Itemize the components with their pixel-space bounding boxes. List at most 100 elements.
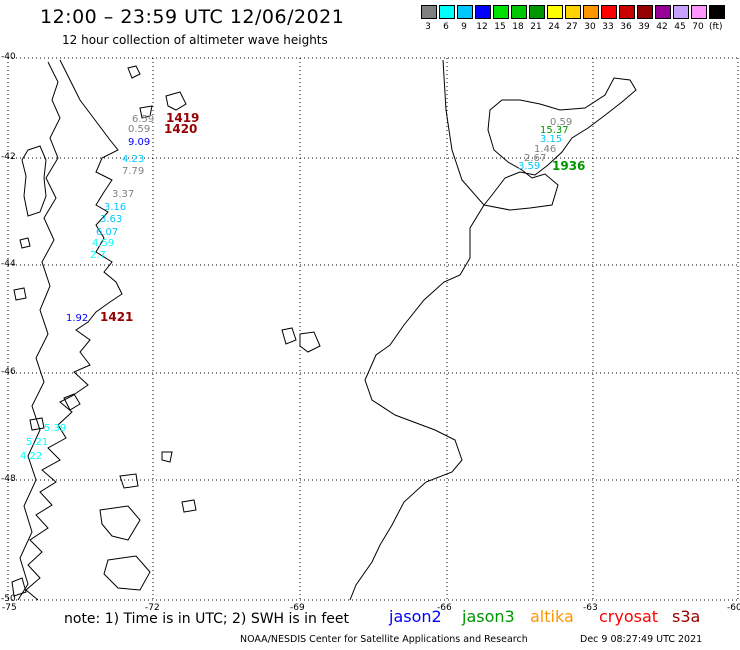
colorbar-swatch	[529, 5, 545, 19]
colorbar-label: 33	[602, 22, 614, 32]
colorbar-label: 6	[443, 22, 449, 32]
graticule	[7, 57, 739, 601]
valdes-peninsula	[483, 77, 637, 211]
wave-height-label: 3.59	[518, 161, 540, 172]
colorbar-swatch	[655, 5, 671, 19]
colorbar-swatch	[547, 5, 563, 19]
wave-height-label: 3.15	[540, 134, 562, 145]
colorbar-label: 15	[494, 22, 506, 32]
colorbar-swatch	[691, 5, 707, 19]
wave-height-label: 3.63	[100, 214, 122, 225]
colorbar-unit: (ft)	[709, 22, 723, 32]
wave-height-label: 2.7	[90, 250, 106, 261]
colorbar-label: 70	[692, 22, 704, 32]
chiloe-island	[21, 145, 47, 217]
colorbar-label: 27	[566, 22, 578, 32]
colorbar-swatch	[601, 5, 617, 19]
wave-height-label: 2.67	[524, 153, 546, 164]
island	[299, 331, 321, 353]
island	[19, 237, 31, 249]
pass-time-label: 1419	[166, 111, 199, 125]
wave-height-label: 1.92	[66, 313, 88, 324]
colorbar-swatch	[457, 5, 473, 19]
colorbar-swatch	[493, 5, 509, 19]
longitude-tick-label: -63	[583, 603, 598, 613]
colorbar-swatch	[511, 5, 527, 19]
inner-channel-coast	[17, 61, 61, 601]
wave-height-label: 1.46	[534, 144, 556, 155]
wave-height-label: 6.59	[132, 114, 154, 125]
colorbar-swatch	[439, 5, 455, 19]
satellite-name-s3a: s3a	[672, 607, 701, 626]
colorbar-label: 24	[548, 22, 560, 32]
colorbar-swatch	[583, 5, 599, 19]
wave-height-label: 3.16	[104, 202, 126, 213]
wave-height-label: 7.79	[122, 166, 144, 177]
wave-height-label: 5.21	[26, 437, 48, 448]
chile-coastline	[25, 59, 123, 601]
island	[103, 555, 151, 591]
satellite-name-cryosat: cryosat	[599, 607, 659, 626]
island	[281, 327, 297, 345]
footer-note: note: 1) Time is in UTC; 2) SWH is in fe…	[64, 611, 350, 627]
latitude-tick-label: -42	[1, 152, 16, 162]
island	[63, 393, 81, 411]
island	[119, 473, 139, 489]
wave-height-label: 6.07	[96, 227, 118, 238]
colorbar-label: 3	[425, 22, 431, 32]
latitude-tick-label: -46	[1, 367, 16, 377]
observation-labels: 6.590.599.094.237.793.373.163.636.074.59…	[20, 111, 585, 462]
island	[127, 65, 141, 79]
generation-timestamp: Dec 9 08:27:49 UTC 2021	[580, 634, 703, 645]
colorbar-swatch	[619, 5, 635, 19]
colorbar-swatch	[421, 5, 437, 19]
map-title: 12:00 – 23:59 UTC 12/06/2021	[40, 6, 345, 28]
longitude-tick-label: -60	[727, 603, 740, 613]
longitude-tick-label: -69	[290, 603, 305, 613]
wave-height-label: 4.23	[122, 154, 144, 165]
colorbar-label: 9	[461, 22, 467, 32]
satellite-name-jason3: jason3	[462, 607, 515, 626]
longitude-tick-label: -75	[2, 603, 17, 613]
colorbar-label: 12	[476, 22, 488, 32]
wave-height-label: 15.37	[540, 125, 569, 136]
latitude-tick-label: -44	[1, 259, 16, 269]
colorbar-label: 21	[530, 22, 542, 32]
satellite-name-jason2: jason2	[389, 607, 442, 626]
colorbar-swatch	[565, 5, 581, 19]
wave-height-label: 4.22	[20, 451, 42, 462]
island	[161, 451, 173, 463]
colorbar-label: 36	[620, 22, 632, 32]
island	[99, 505, 141, 541]
longitude-tick-label: -66	[437, 603, 452, 613]
wave-height-label: 0.59	[550, 117, 572, 128]
colorbar-label: 45	[674, 22, 686, 32]
colorbar-swatch	[475, 5, 491, 19]
colorbar-label: 18	[512, 22, 524, 32]
map-subtitle: 12 hour collection of altimeter wave hei…	[62, 33, 328, 47]
satellite-name-altika: altika	[530, 607, 574, 626]
argentina-coastline	[349, 59, 485, 601]
island	[139, 105, 153, 119]
wave-height-label: 3.37	[112, 189, 134, 200]
wave-height-label: 4.59	[92, 238, 114, 249]
colorbar-label: 42	[656, 22, 668, 32]
pass-time-label: 1421	[100, 310, 133, 324]
latitude-tick-label: -48	[1, 474, 16, 484]
wave-height-label: 0.59	[128, 124, 150, 135]
island	[181, 499, 197, 513]
colorbar-swatch	[673, 5, 689, 19]
coastline	[11, 59, 637, 601]
credit-line: NOAA/NESDIS Center for Satellite Applica…	[240, 634, 528, 645]
longitude-tick-label: -72	[145, 603, 160, 613]
latitude-tick-label: -50	[1, 594, 16, 604]
pass-time-label: 1936	[552, 159, 585, 173]
island	[165, 91, 187, 111]
island	[11, 577, 27, 597]
latitude-tick-label: -40	[1, 52, 16, 62]
island	[13, 287, 27, 301]
wave-height-label: 9.09	[128, 137, 150, 148]
colorbar-swatch	[637, 5, 653, 19]
colorbar-swatch	[709, 5, 725, 19]
